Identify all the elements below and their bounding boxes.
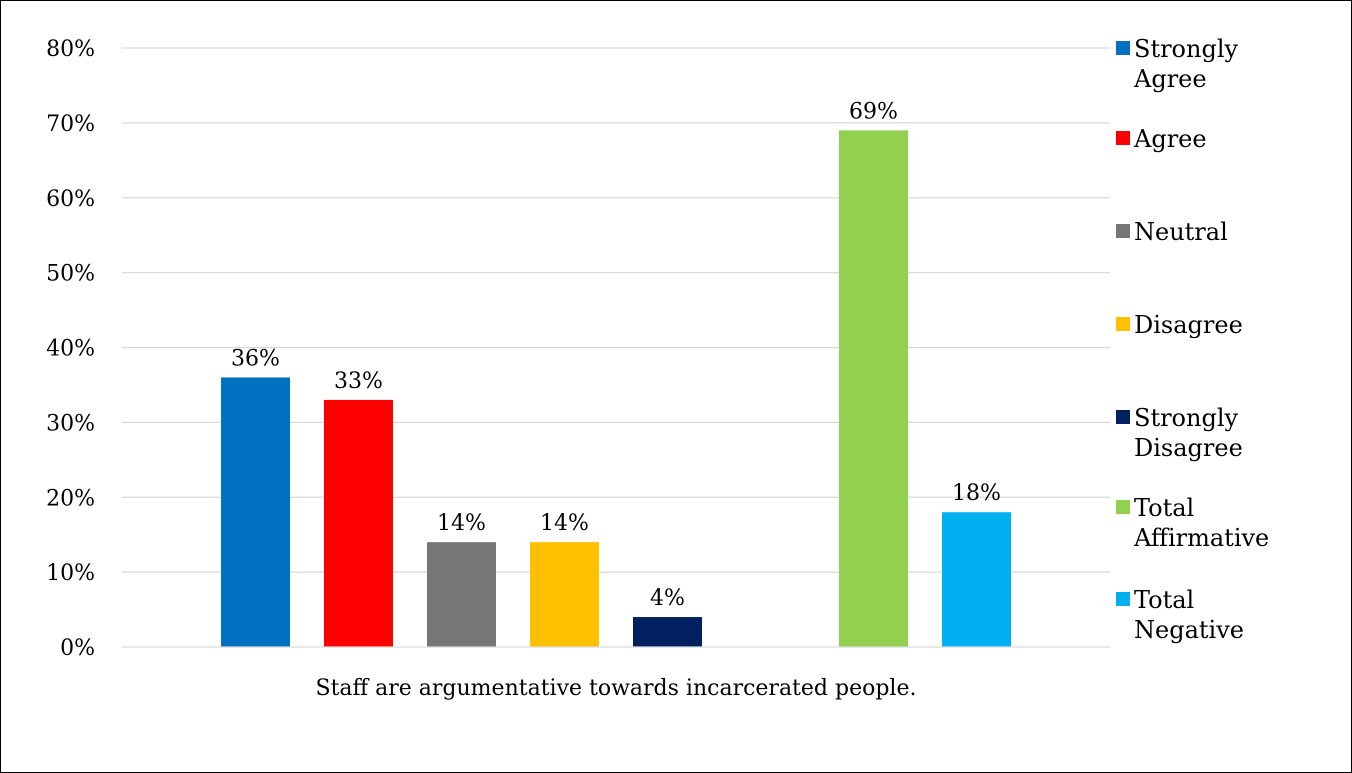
legend-item: Neutral (1116, 218, 1228, 246)
legend-swatch (1116, 224, 1130, 238)
y-tick-label: 60% (46, 187, 95, 212)
legend-swatch (1116, 317, 1130, 331)
legend-item: Disagree (1116, 311, 1243, 339)
bar (942, 512, 1011, 647)
y-tick-label: 30% (46, 411, 95, 436)
bar (221, 377, 290, 647)
legend-label: Agree (1133, 65, 1207, 93)
bar (530, 542, 599, 647)
legend-label: Strongly (1134, 404, 1239, 432)
legend: StronglyAgreeAgreeNeutralDisagreeStrongl… (1116, 35, 1269, 644)
y-tick-label: 50% (46, 262, 95, 287)
legend-swatch (1116, 500, 1130, 514)
data-label: 4% (650, 586, 685, 611)
legend-label: Neutral (1134, 218, 1228, 246)
y-tick-label: 80% (46, 37, 95, 62)
legend-swatch (1116, 131, 1130, 145)
bar (427, 542, 496, 647)
data-label: 36% (231, 346, 280, 371)
legend-label: Disagree (1134, 311, 1243, 339)
legend-swatch (1116, 41, 1130, 55)
category-label: Staff are argumentative towards incarcer… (316, 676, 917, 701)
bar (633, 617, 702, 647)
legend-swatch (1116, 410, 1130, 424)
legend-label: Total (1134, 494, 1194, 522)
data-label: 18% (952, 481, 1001, 506)
y-axis-tick-labels: 0% 10% 20% 30% 40% 50% 60% 70% 80% (46, 37, 95, 661)
legend-swatch (1116, 592, 1130, 606)
data-label: 14% (540, 511, 589, 536)
y-tick-label: 70% (46, 112, 95, 137)
data-label: 33% (334, 369, 383, 394)
y-tick-label: 10% (46, 561, 95, 586)
legend-label: Total (1134, 586, 1194, 614)
legend-label: Disagree (1134, 434, 1243, 462)
bar (324, 399, 393, 647)
y-tick-label: 40% (46, 337, 95, 362)
data-label: 69% (849, 99, 898, 124)
legend-label: Strongly (1134, 35, 1239, 63)
bars (221, 130, 1011, 648)
legend-item: Agree (1116, 125, 1207, 153)
legend-label: Affirmative (1133, 524, 1269, 552)
y-tick-label: 20% (46, 486, 95, 511)
legend-label: Negative (1134, 616, 1244, 644)
y-tick-label: 0% (60, 636, 95, 661)
data-label: 14% (437, 511, 486, 536)
legend-label: Agree (1133, 125, 1207, 153)
bar (839, 130, 908, 648)
data-labels: 36% 33% 14% 14% 4% 69% 18% (231, 99, 1001, 611)
